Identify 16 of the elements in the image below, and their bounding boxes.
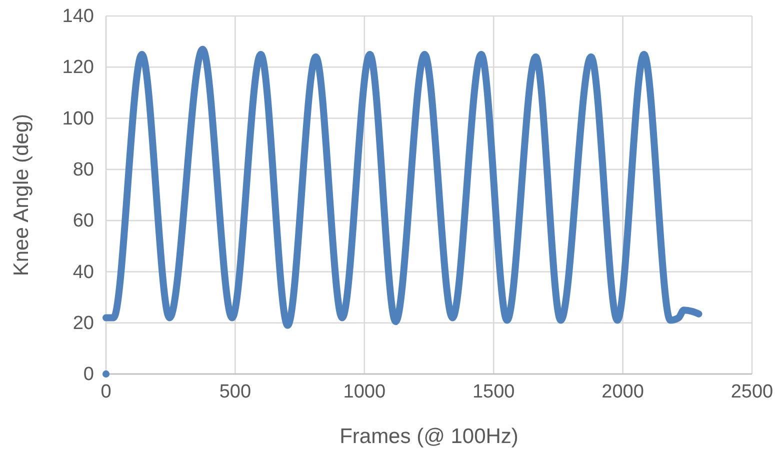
x-axis-title: Frames (@ 100Hz) (340, 425, 518, 448)
x-tick-label: 1000 (343, 381, 386, 402)
y-tick-label: 60 (72, 210, 94, 232)
y-axis-title: Knee Angle (deg) (10, 114, 33, 276)
x-tick-label: 0 (100, 381, 112, 402)
y-tick-label: 120 (62, 57, 94, 78)
y-tick-label: 80 (72, 160, 94, 181)
x-tick-label: 2000 (602, 381, 644, 402)
x-tick-label: 1500 (472, 381, 515, 402)
y-tick-label: 140 (62, 6, 94, 28)
y-tick-label: 100 (62, 108, 94, 130)
y-tick-label: 20 (72, 312, 94, 334)
x-tick-label: 500 (219, 381, 252, 402)
y-tick-label: 40 (72, 262, 94, 283)
y-tick-label: 0 (83, 364, 94, 386)
x-tick-label: 2500 (730, 381, 774, 402)
